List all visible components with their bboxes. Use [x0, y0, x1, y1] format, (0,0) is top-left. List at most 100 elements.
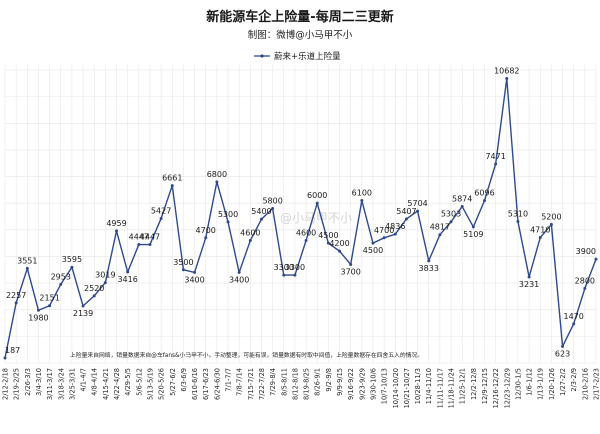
- data-label: 4500: [363, 246, 383, 255]
- data-label: 5300: [218, 210, 238, 219]
- data-label: 3400: [229, 275, 249, 284]
- data-label: 1980: [28, 313, 48, 322]
- data-label: 6100: [352, 189, 372, 198]
- data-label: 4500: [318, 231, 338, 240]
- x-tick-label: 8/26-9/1: [314, 368, 322, 396]
- data-points: [3, 76, 598, 360]
- x-tick-label: 2/12-2/18: [2, 368, 10, 400]
- data-point: [282, 273, 286, 277]
- x-tick-label: 2/26-3/3: [24, 368, 32, 396]
- data-label: 1470: [564, 312, 584, 321]
- data-label: 5310: [508, 210, 528, 219]
- data-point: [538, 236, 542, 240]
- data-point: [293, 273, 297, 277]
- x-tick-label: 5/6-5/12: [135, 368, 143, 396]
- data-point: [416, 209, 420, 213]
- data-label: 3231: [519, 280, 539, 289]
- data-point: [360, 199, 364, 203]
- x-tick-label: 2/10-2/16: [581, 368, 589, 400]
- data-label: 2151: [39, 294, 59, 303]
- data-point: [137, 243, 141, 247]
- data-point: [25, 266, 29, 270]
- data-label: 4447: [129, 233, 149, 242]
- x-tick-label: 7/22-7/28: [258, 368, 266, 400]
- data-point: [126, 270, 130, 274]
- x-tick-label: 12/30-1/5: [514, 368, 522, 400]
- series-line-group: [4, 77, 597, 359]
- data-point: [226, 220, 230, 224]
- x-tick-label: 7/29-8/4: [269, 368, 277, 396]
- data-label: 4700: [196, 226, 216, 235]
- watermark: @小马甲不小: [280, 211, 352, 225]
- x-tick-label: 6/17-6/23: [202, 368, 210, 400]
- x-tick-label: 5/27-6/2: [169, 368, 177, 396]
- data-point: [159, 216, 163, 220]
- data-label: 187: [5, 346, 20, 355]
- data-label: 3400: [184, 275, 204, 284]
- data-point: [259, 217, 263, 221]
- series-line: [4, 77, 597, 359]
- data-label: 3300: [274, 263, 294, 272]
- data-point: [204, 236, 208, 240]
- data-point: [271, 207, 275, 211]
- data-point: [460, 205, 464, 209]
- data-point: [237, 270, 241, 274]
- gridlines: [4, 65, 597, 364]
- data-point: [170, 184, 174, 188]
- x-tick-label: 8/5-8/11: [280, 368, 288, 396]
- data-point: [215, 180, 219, 184]
- x-tick-label: 12/2-12/8: [470, 368, 478, 400]
- x-tick-label: 3/25-3/31: [68, 368, 76, 400]
- data-point: [494, 162, 498, 166]
- x-tick-label: 12/9-12/15: [481, 368, 489, 404]
- data-label: 6096: [474, 189, 494, 198]
- data-point: [382, 236, 386, 240]
- data-point: [471, 225, 475, 229]
- data-point: [482, 199, 486, 203]
- x-tick-label: 12/16-12/22: [492, 368, 500, 408]
- data-point: [92, 294, 96, 298]
- data-label: 7471: [485, 152, 505, 161]
- data-label: 5109: [463, 230, 483, 239]
- x-axis-tick-labels: 2/12-2/18 2/19-2/25 2/26-3/3 3/4-3/10 3/11-3…: [2, 368, 600, 408]
- data-point: [304, 238, 308, 242]
- x-tick-label: 11/4-11/10: [425, 368, 433, 404]
- x-tick-label: 6/10-6/16: [191, 368, 199, 400]
- x-tick-label: 3/11-3/17: [46, 368, 54, 400]
- data-label: 623: [555, 349, 570, 358]
- data-point: [59, 282, 63, 286]
- data-point: [338, 249, 342, 253]
- data-label: 2257: [6, 291, 26, 300]
- x-tick-label: 12/23-12/29: [503, 368, 511, 408]
- data-point: [36, 308, 40, 312]
- data-label: 6661: [162, 174, 182, 183]
- data-label: 4600: [240, 228, 260, 237]
- data-label: 6800: [207, 170, 227, 179]
- data-label: 4959: [106, 219, 126, 228]
- data-label: 5704: [407, 199, 427, 208]
- data-label: 3019: [95, 271, 115, 280]
- data-label: 5200: [541, 212, 561, 221]
- x-tick-label: 4/29-5/5: [124, 368, 132, 396]
- data-point: [549, 222, 553, 226]
- data-point: [148, 243, 152, 247]
- data-point: [371, 241, 375, 245]
- x-tick-label: 1/13-1/19: [537, 368, 545, 400]
- data-point: [14, 301, 18, 305]
- data-label: 3300: [285, 263, 305, 272]
- x-tick-label: 4/22-4/28: [113, 368, 121, 400]
- x-tick-label: 11/18-11/24: [448, 368, 456, 408]
- x-tick-label: 2/3-2/9: [570, 368, 578, 392]
- x-tick-label: 3/4-3/10: [35, 368, 43, 396]
- legend-marker-swatch: [260, 54, 264, 58]
- data-label: 4200: [329, 239, 349, 248]
- data-label: 2520: [84, 284, 104, 293]
- data-label: 5874: [452, 195, 472, 204]
- x-tick-label: 7/8-7/14: [236, 368, 244, 396]
- data-label: 3500: [173, 258, 193, 267]
- data-label: 4836: [385, 222, 405, 231]
- data-point: [583, 286, 587, 290]
- x-tick-label: 5/13-5/19: [146, 368, 154, 400]
- data-point: [248, 238, 252, 242]
- data-labels: 187 2257 3551 1980 2151 2953 3595 2139 2520 3019 4…: [5, 66, 596, 358]
